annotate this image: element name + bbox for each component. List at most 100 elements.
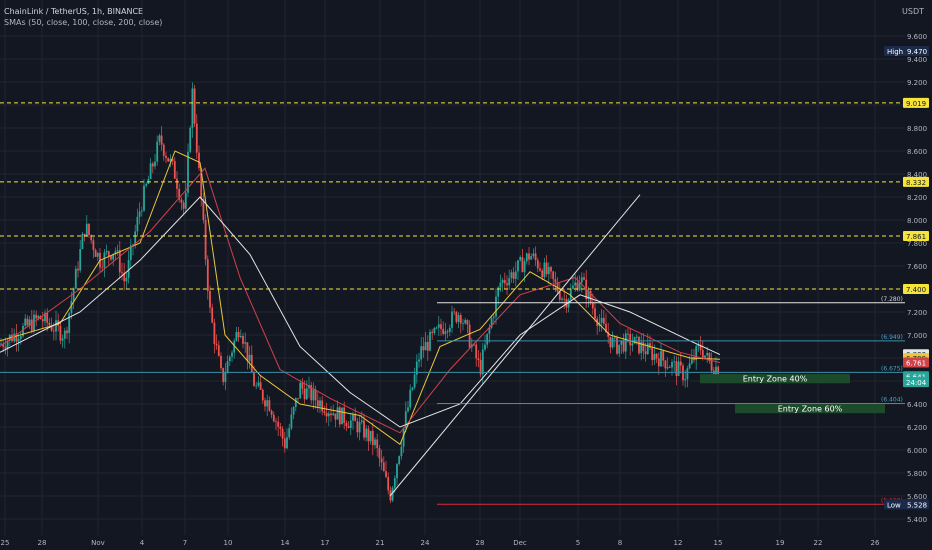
x-tick-label: 22 xyxy=(814,539,823,547)
candle xyxy=(671,359,673,376)
candle-body xyxy=(195,123,198,153)
candle-body xyxy=(52,330,55,332)
candle xyxy=(222,367,225,386)
candle xyxy=(367,425,370,451)
candle xyxy=(193,84,196,127)
candle xyxy=(583,272,585,281)
candle xyxy=(404,401,407,433)
candle-body xyxy=(182,202,185,209)
candle xyxy=(710,352,713,374)
candle-body xyxy=(649,343,651,348)
candle xyxy=(385,460,387,479)
y-tick-label: 9.200 xyxy=(907,79,927,87)
candle xyxy=(308,376,310,398)
candle-body xyxy=(506,283,508,286)
candle-body xyxy=(206,259,209,292)
price-tag xyxy=(903,377,929,388)
candle xyxy=(182,200,185,216)
candle xyxy=(433,326,436,336)
candle-body xyxy=(706,352,709,356)
candle xyxy=(609,336,612,354)
candle xyxy=(600,309,603,332)
candle xyxy=(396,462,398,486)
y-tick-label: 8.200 xyxy=(907,194,927,202)
candle-body xyxy=(204,220,207,260)
candle xyxy=(4,337,7,355)
candle-body xyxy=(510,272,513,278)
candle xyxy=(662,349,665,367)
price-tag-value: 5.528 xyxy=(907,501,927,509)
candle-body xyxy=(145,183,148,186)
candle xyxy=(591,293,594,315)
indicator-legend[interactable]: SMAs (50, close, 100, close, 200, close) xyxy=(4,18,163,27)
candle-body xyxy=(624,333,627,352)
candle xyxy=(525,252,528,265)
candle xyxy=(217,340,220,357)
candle xyxy=(541,268,544,281)
candle-body xyxy=(611,337,614,348)
candle xyxy=(233,338,236,359)
candle-body xyxy=(288,428,291,438)
price-axis-bg xyxy=(905,0,932,550)
candle xyxy=(136,208,139,237)
candle-body xyxy=(136,216,139,232)
candle-body xyxy=(123,272,126,282)
candle-body xyxy=(519,257,522,261)
candle-body xyxy=(464,320,467,324)
candle-body xyxy=(79,249,82,271)
y-tick-label: 5.400 xyxy=(907,516,927,524)
candle-body xyxy=(455,312,458,323)
candle-body xyxy=(453,311,456,313)
candle-body xyxy=(358,422,361,433)
candle xyxy=(206,255,209,300)
entry-zone-label: Entry Zone 60% xyxy=(778,405,843,414)
candle xyxy=(514,261,517,287)
candle-body xyxy=(255,385,258,387)
candle xyxy=(501,278,504,292)
candle-body xyxy=(382,462,385,472)
candle xyxy=(292,406,295,420)
candle xyxy=(666,357,669,370)
candle xyxy=(81,232,84,250)
candle xyxy=(123,262,126,291)
candle xyxy=(286,428,288,450)
candle-body xyxy=(646,343,649,355)
candle-body xyxy=(189,127,192,152)
candle-body xyxy=(657,358,660,367)
y-tick-label: 7.000 xyxy=(907,332,927,340)
candle-body xyxy=(400,446,403,457)
candle xyxy=(512,267,515,284)
candle xyxy=(180,197,183,211)
candle-body xyxy=(587,290,590,300)
candle-body xyxy=(552,271,555,280)
candle xyxy=(448,324,451,337)
candle-body xyxy=(338,407,341,425)
candle-body xyxy=(457,315,460,323)
candle-body xyxy=(242,336,244,344)
candle-body xyxy=(576,282,579,291)
candle xyxy=(303,380,306,404)
candle xyxy=(301,378,304,395)
candle-body xyxy=(521,257,524,273)
entry-zone: Entry Zone 40% xyxy=(700,374,850,384)
candle xyxy=(235,326,238,342)
x-tick-label: 10 xyxy=(224,539,233,547)
candle-body xyxy=(250,354,253,372)
candle-body xyxy=(222,368,225,382)
price-tag-label: High xyxy=(887,48,903,56)
candle-body xyxy=(224,372,227,382)
candle-body xyxy=(74,268,77,289)
candle xyxy=(63,327,66,349)
candle xyxy=(30,310,33,334)
candle-body xyxy=(297,398,299,399)
price-tag xyxy=(884,499,929,510)
candle-body xyxy=(666,367,669,369)
candle-body xyxy=(479,360,482,375)
candle-body xyxy=(125,277,128,282)
candle-body xyxy=(228,356,231,362)
candle-body xyxy=(28,319,31,326)
candle xyxy=(380,449,383,471)
candle xyxy=(598,314,601,332)
candle xyxy=(72,287,75,310)
